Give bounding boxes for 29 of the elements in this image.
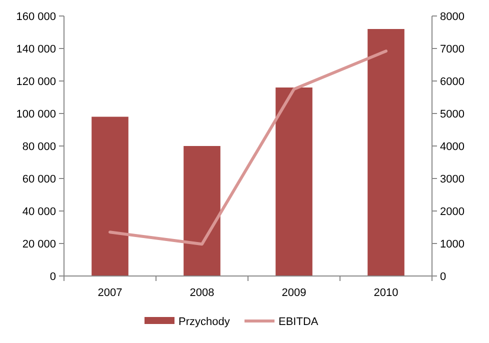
y-tick-label: 0 [50,270,56,283]
bar [368,29,404,276]
y-tick-label: 160 000 [16,10,56,23]
y2-tick-label: 6000 [440,76,464,88]
y2-tick-label: 1000 [440,238,464,250]
y2-tick-label: 3000 [440,173,464,186]
legend-label: Przychody [178,316,230,328]
y2-tick-label: 7000 [440,43,464,56]
y2-tick-label: 2000 [440,206,464,218]
y2-tick-label: 5000 [440,108,464,120]
y-tick-label: 140 000 [16,43,56,56]
x-tick-label: 2010 [374,287,398,299]
y-tick-label: 100 000 [16,108,56,120]
y2-tick-label: 0 [440,270,446,283]
line-series [108,50,388,246]
x-tick-label: 2009 [282,287,306,299]
x-tick-label: 2008 [190,287,214,299]
x-tick-label: 2007 [98,287,122,299]
bar [276,88,312,276]
y-tick-label: 40 000 [22,206,56,218]
bar [184,146,220,276]
y-tick-label: 80 000 [22,140,56,153]
legend-label: EBITDA [278,316,319,328]
y-tick-label: 20 000 [22,238,56,250]
y-tick-label: 60 000 [22,173,56,186]
y-tick-label: 120 000 [16,76,56,88]
bar [92,116,128,276]
y2-tick-label: 4000 [440,140,464,153]
y2-tick-label: 8000 [440,10,464,23]
